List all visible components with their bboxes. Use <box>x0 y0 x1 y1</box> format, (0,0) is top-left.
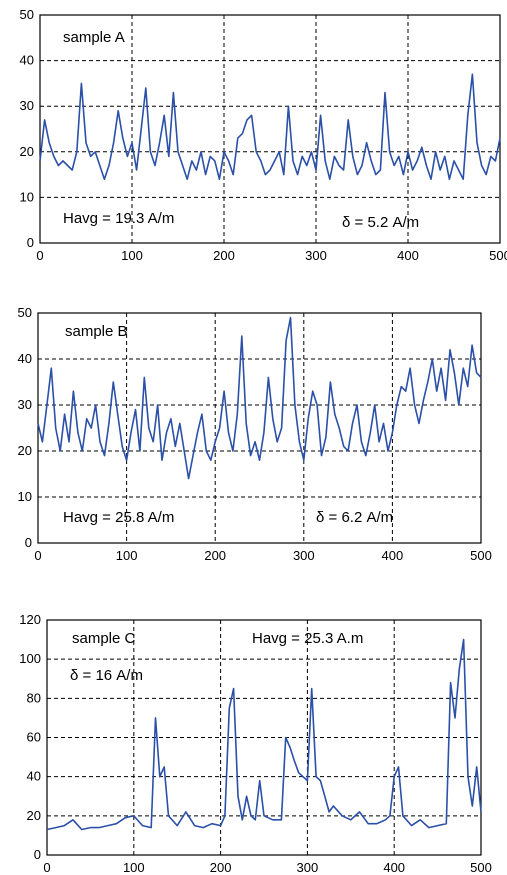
panel-sample-a: 0 10 20 30 40 50 0 100 200 300 400 500 sample A Ha… <box>20 7 507 263</box>
x-tick-label: 400 <box>383 860 405 875</box>
x-tick-label: 100 <box>116 548 138 563</box>
y-tick-label: 100 <box>19 651 41 666</box>
y-tick-label: 20 <box>20 144 34 159</box>
y-tick-label: 120 <box>19 612 41 627</box>
x-tick-labels: 0 100 200 300 400 500 <box>34 548 491 563</box>
annotation-delta: δ = 6.2 A/m <box>316 509 393 526</box>
series-line <box>46 638 482 831</box>
y-tick-label: 0 <box>27 235 34 250</box>
panel-sample-b: 0 10 20 30 40 50 0 100 200 300 400 500 sample B Ha… <box>18 305 492 563</box>
x-tick-label: 300 <box>297 860 319 875</box>
y-tick-label: 40 <box>20 53 34 68</box>
x-tick-label: 500 <box>489 248 507 263</box>
y-tick-label: 80 <box>27 690 41 705</box>
y-tick-label: 30 <box>18 397 32 412</box>
x-tick-label: 400 <box>397 248 419 263</box>
x-tick-label: 200 <box>204 548 226 563</box>
y-tick-label: 10 <box>20 189 34 204</box>
y-tick-label: 0 <box>34 847 41 862</box>
y-tick-label: 40 <box>18 351 32 366</box>
annotation-sample-label: sample A <box>63 29 125 46</box>
x-tick-label: 400 <box>382 548 404 563</box>
plot-frame <box>37 312 482 544</box>
annotation-havg: Havg = 19.3 A/m <box>63 210 174 227</box>
y-tick-labels: 0 10 20 30 40 50 <box>20 7 34 250</box>
y-tick-label: 50 <box>20 7 34 22</box>
x-tick-label: 100 <box>123 860 145 875</box>
annotation-havg: Havg = 25.3 A.m <box>252 630 363 647</box>
series-line <box>39 73 501 180</box>
x-tick-label: 300 <box>293 548 315 563</box>
y-tick-label: 30 <box>20 98 34 113</box>
y-tick-label: 60 <box>27 730 41 745</box>
y-tick-label: 20 <box>27 808 41 823</box>
annotation-sample-label: sample B <box>65 323 128 340</box>
y-tick-label: 0 <box>25 535 32 550</box>
x-tick-labels: 0 100 200 300 400 500 <box>43 860 491 875</box>
panel-sample-c: 0 20 40 60 80 100 120 0 100 200 300 400 500 sample … <box>19 612 492 875</box>
x-tick-label: 100 <box>121 248 143 263</box>
x-tick-label: 0 <box>43 860 50 875</box>
plot-frame <box>39 14 501 244</box>
annotation-havg: Havg = 25.8 A/m <box>63 509 174 526</box>
x-tick-label: 0 <box>36 248 43 263</box>
x-tick-label: 500 <box>470 860 492 875</box>
series-line <box>37 316 482 480</box>
y-tick-label: 20 <box>18 443 32 458</box>
y-tick-label: 10 <box>18 489 32 504</box>
annotation-delta: δ = 16 A/m <box>70 667 143 684</box>
annotation-sample-label: sample C <box>72 630 136 647</box>
x-tick-label: 200 <box>213 248 235 263</box>
x-tick-labels: 0 100 200 300 400 500 <box>36 248 507 263</box>
y-tick-label: 50 <box>18 305 32 320</box>
x-tick-label: 300 <box>305 248 327 263</box>
y-tick-labels: 0 10 20 30 40 50 <box>18 305 32 550</box>
y-tick-labels: 0 20 40 60 80 100 120 <box>19 612 41 862</box>
grid <box>40 15 500 243</box>
annotation-delta: δ = 5.2 A/m <box>342 214 419 231</box>
x-tick-label: 0 <box>34 548 41 563</box>
x-tick-label: 500 <box>470 548 492 563</box>
x-tick-label: 200 <box>210 860 232 875</box>
y-tick-label: 40 <box>27 769 41 784</box>
